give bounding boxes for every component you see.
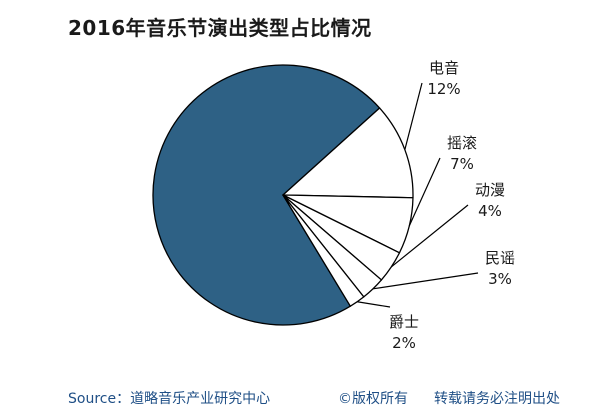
leader-line-动漫 bbox=[390, 204, 469, 268]
slice-label-电音: 电音 bbox=[429, 59, 459, 77]
reprint-notice: 转载请务必注明出处 bbox=[434, 391, 560, 407]
slice-value-民谣: 3% bbox=[488, 270, 512, 288]
slice-value-综合: 72% bbox=[106, 192, 142, 210]
slice-value-动漫: 4% bbox=[478, 202, 502, 220]
leader-line-电音 bbox=[404, 82, 423, 150]
leader-line-摇滚 bbox=[408, 157, 441, 227]
slice-value-摇滚: 7% bbox=[450, 155, 474, 173]
slice-label-综合: 综合 bbox=[108, 170, 140, 189]
leader-line-民谣 bbox=[372, 272, 479, 290]
slice-label-爵士: 爵士 bbox=[389, 313, 419, 331]
pie-slice-电音 bbox=[282, 107, 414, 199]
source-text: Source：道略音乐产业研究中心 bbox=[68, 391, 271, 407]
leader-line-爵士 bbox=[357, 301, 391, 308]
slice-value-爵士: 2% bbox=[392, 334, 416, 352]
copyright-text: ©版权所有 bbox=[338, 391, 408, 407]
slice-label-摇滚: 摇滚 bbox=[447, 134, 477, 152]
slice-label-动漫: 动漫 bbox=[475, 181, 505, 199]
pie-slice-综合 bbox=[152, 64, 381, 326]
chart-title: 2016年音乐节演出类型占比情况 bbox=[68, 16, 372, 40]
slice-value-电音: 12% bbox=[427, 80, 460, 98]
pie-chart: 综合 72% 电音 12% 摇滚 7%动漫 4% 民谣 3% 爵士 2% bbox=[106, 59, 516, 352]
slice-label-民谣: 民谣 bbox=[485, 249, 515, 267]
